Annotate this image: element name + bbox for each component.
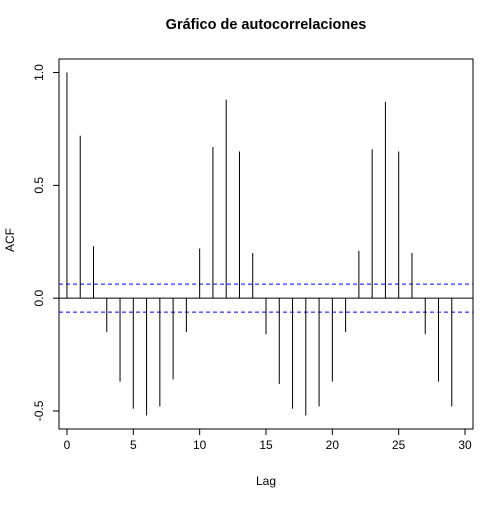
- plot-frame: [58, 58, 474, 430]
- x-tick-label: 0: [64, 438, 71, 452]
- y-axis: -0.5 0.0 0.5 1.0: [32, 64, 60, 421]
- x-tick-label: 25: [392, 438, 406, 452]
- x-tick-label: 30: [458, 438, 472, 452]
- x-axis: 0 5 10 15 20 25 30: [64, 428, 472, 452]
- x-tick-label: 15: [259, 438, 273, 452]
- y-axis-label: ACF: [3, 228, 17, 252]
- x-tick-label: 10: [193, 438, 207, 452]
- y-tick-label: 1.0: [32, 64, 46, 81]
- chart-title: Gráfico de autocorrelaciones: [166, 17, 367, 33]
- x-tick-label: 20: [326, 438, 340, 452]
- x-axis-label: Lag: [256, 474, 276, 488]
- acf-marks: [59, 72, 473, 416]
- x-tick-label: 5: [130, 438, 137, 452]
- y-tick-label: 0.5: [32, 177, 46, 194]
- y-tick-label: -0.5: [32, 400, 46, 421]
- y-tick-label: 0.0: [32, 289, 46, 306]
